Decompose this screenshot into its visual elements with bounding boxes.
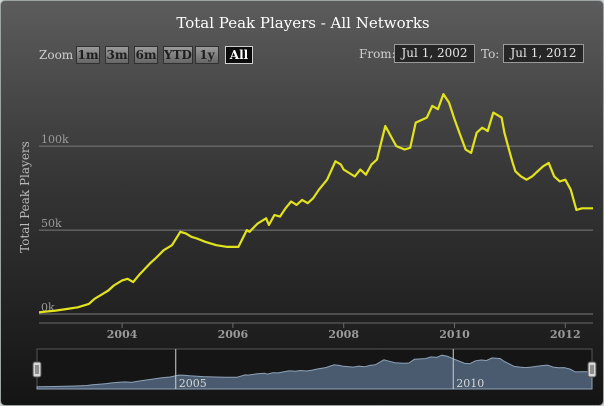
x-tick-label: 2012: [550, 328, 581, 341]
y-tick-label: 50k: [41, 217, 62, 230]
from-date-input[interactable]: Jul 1, 2002: [394, 44, 475, 63]
zoom-6m-button[interactable]: 6m: [134, 46, 158, 64]
zoom-all-button[interactable]: All: [225, 46, 253, 64]
x-tick-label: 2008: [328, 328, 359, 341]
navigator-left-handle[interactable]: [32, 361, 42, 378]
y-tick-label: 100k: [41, 133, 69, 146]
series-line: [38, 93, 593, 314]
zoom-ytd-button[interactable]: YTD: [163, 46, 193, 64]
x-tick-label: 2010: [439, 328, 470, 341]
navigator-label: 2010: [456, 377, 484, 390]
zoom-1m-button[interactable]: 1m: [76, 46, 100, 64]
to-date-input[interactable]: Jul 1, 2012: [503, 44, 584, 63]
to-label: To:: [481, 47, 500, 61]
zoom-label: Zoom: [39, 48, 74, 62]
y-axis-title: Total Peak Players: [18, 141, 32, 253]
x-tick-label: 2006: [218, 328, 249, 341]
from-label: From:: [359, 47, 396, 61]
zoom-3m-button[interactable]: 3m: [105, 46, 129, 64]
navigator-label: 2005: [179, 377, 207, 390]
zoom-1y-button[interactable]: 1y: [195, 46, 219, 64]
chart-title: Total Peak Players - All Networks: [176, 14, 430, 32]
navigator-right-handle[interactable]: [587, 361, 597, 378]
x-tick-label: 2004: [107, 328, 138, 341]
